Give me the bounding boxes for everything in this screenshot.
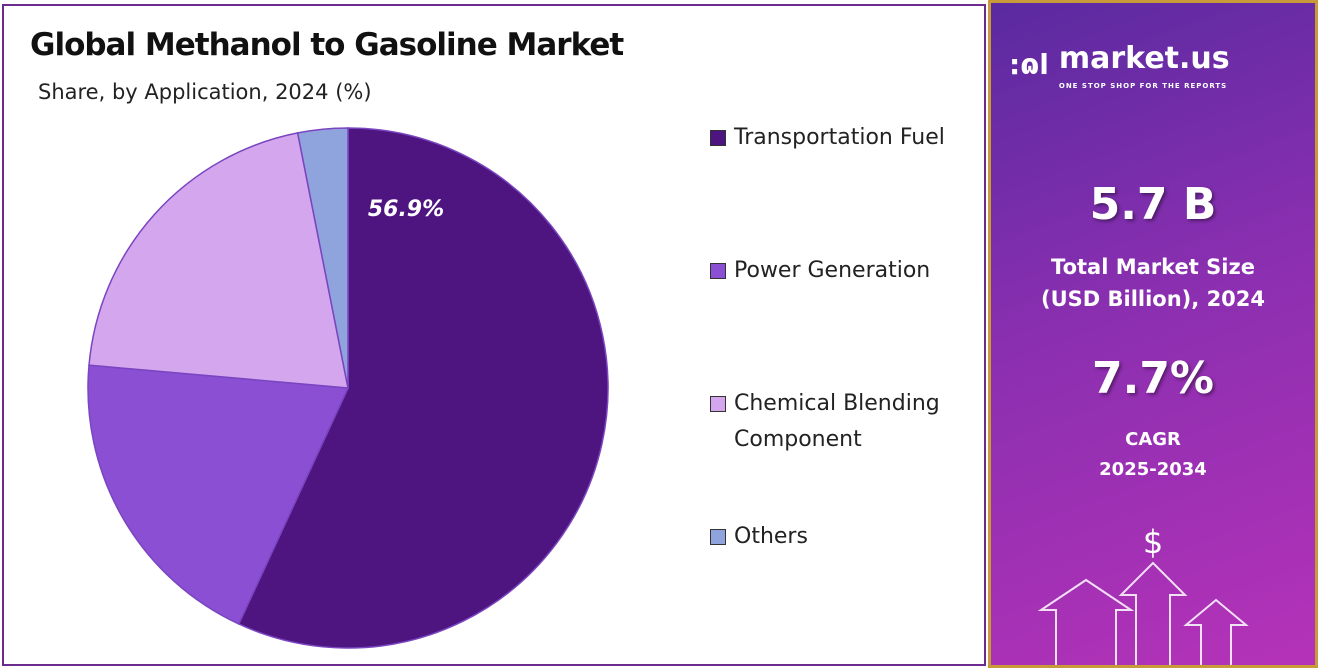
- legend-label: Transportation Fuel: [734, 125, 945, 150]
- legend-item-transportation-fuel: Transportation Fuel: [710, 120, 945, 156]
- pie-slice-chemical-blending-component: [88, 132, 349, 389]
- legend-label: Power Generation: [734, 258, 931, 283]
- legend-label: Chemical Blending Component: [734, 386, 940, 458]
- legend-item-others: Others: [710, 519, 808, 555]
- chart-subtitle: Share, by Application, 2024 (%): [38, 80, 372, 104]
- chart-title: Global Methanol to Gasoline Market: [30, 27, 624, 63]
- logo-name: market.us: [1058, 41, 1230, 76]
- legend-item-chemical-blending: Chemical Blending Component: [710, 386, 940, 458]
- market-size-label-2: (USD Billion), 2024: [1040, 287, 1266, 311]
- market-size-label-1: Total Market Size: [1051, 255, 1255, 279]
- pie-chart: 56.9%: [87, 127, 609, 649]
- pie-slice-transportation-fuel: [237, 127, 609, 649]
- legend-swatch: [710, 396, 726, 412]
- logo-icon: :ɷl: [1009, 48, 1049, 81]
- data-label-0: 56.9%: [368, 197, 444, 222]
- legend-item-power-generation: Power Generation: [710, 253, 930, 289]
- pie-slice-power-generation: [87, 364, 350, 625]
- cagr-value: 7.7%: [1091, 353, 1215, 404]
- market-size-value: 5.7 B: [1089, 179, 1217, 230]
- summary-panel: :ɷl market.us ONE STOP SHOP FOR THE REPOR…: [988, 0, 1318, 668]
- legend-swatch: [710, 263, 726, 279]
- dollar-icon: $: [1142, 523, 1164, 561]
- legend-label-line1: Chemical Blending: [734, 391, 940, 416]
- legend-swatch: [710, 529, 726, 545]
- pie-slice-others: [296, 127, 349, 389]
- market-us-logo: :ɷl market.us ONE STOP SHOP FOR THE REPOR…: [1009, 39, 1230, 91]
- cagr-label: CAGR: [1125, 429, 1181, 450]
- legend-label: Others: [734, 524, 808, 549]
- growth-arrows-icon: [1037, 561, 1249, 665]
- legend-label-line2: Component: [734, 427, 862, 452]
- logo-tagline: ONE STOP SHOP FOR THE REPORTS: [1058, 82, 1228, 90]
- legend-swatch: [710, 130, 726, 146]
- cagr-period: 2025-2034: [1099, 459, 1207, 480]
- chart-panel: 56.9% Global Methanol to Gasoline Market…: [2, 4, 986, 666]
